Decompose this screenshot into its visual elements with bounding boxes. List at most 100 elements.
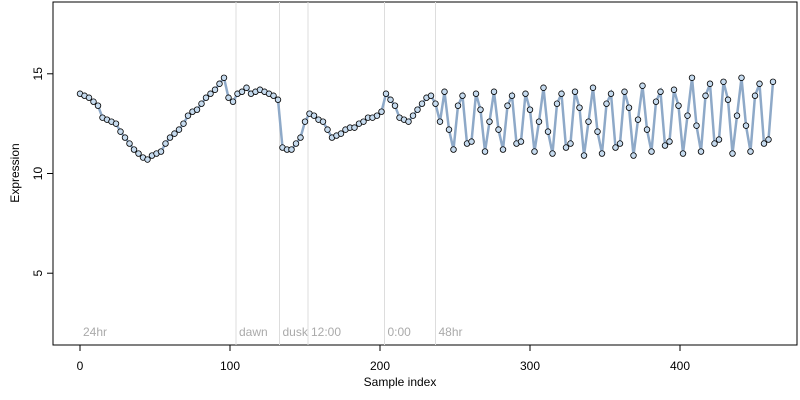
- data-point: [661, 142, 669, 149]
- data-point: [648, 148, 655, 155]
- event-label: 48hr: [439, 325, 463, 339]
- data-point: [616, 140, 624, 147]
- data-point: [229, 98, 237, 105]
- data-point: [603, 100, 610, 107]
- data-point: [769, 78, 777, 85]
- data-point: [450, 146, 457, 153]
- data-point: [418, 100, 426, 107]
- data-point: [702, 92, 709, 99]
- data-point: [319, 118, 327, 125]
- data-point: [432, 100, 439, 107]
- data-point: [180, 120, 187, 127]
- data-point: [171, 130, 178, 137]
- data-point: [135, 150, 142, 157]
- data-point: [207, 90, 214, 97]
- data-point: [270, 92, 277, 99]
- data-point: [657, 88, 664, 95]
- data-point: [301, 118, 309, 125]
- data-point: [684, 112, 691, 119]
- data-point: [459, 92, 466, 99]
- data-point: [765, 136, 772, 143]
- data-point: [747, 148, 754, 155]
- event-label: 12:00: [311, 325, 341, 339]
- data-point: [706, 80, 714, 87]
- data-point: [391, 102, 399, 109]
- data-point: [580, 152, 588, 159]
- y-tick-label: 10: [31, 167, 45, 181]
- data-point: [292, 140, 300, 147]
- data-point: [670, 86, 678, 93]
- plot-frame: [52, 1, 798, 346]
- data-point: [589, 84, 597, 91]
- data-point: [378, 108, 385, 115]
- data-point: [751, 92, 759, 99]
- data-point: [243, 84, 250, 91]
- data-point: [544, 128, 552, 135]
- data-point: [693, 122, 700, 129]
- data-point: [481, 148, 489, 155]
- data-point: [675, 102, 682, 109]
- event-label: 24hr: [83, 325, 107, 339]
- data-point: [337, 130, 345, 137]
- event-label: 0:00: [388, 325, 412, 339]
- data-point: [117, 128, 124, 135]
- data-point: [220, 74, 228, 81]
- data-point: [409, 112, 417, 119]
- data-point: [85, 94, 93, 101]
- data-point: [468, 138, 475, 145]
- data-point: [540, 84, 547, 91]
- data-point: [526, 106, 534, 113]
- data-point: [535, 118, 543, 125]
- data-point: [742, 122, 750, 129]
- data-point: [724, 96, 732, 103]
- x-tick-label: 400: [670, 359, 690, 373]
- data-point: [517, 138, 525, 145]
- data-point: [594, 128, 601, 135]
- data-point: [184, 112, 192, 119]
- data-point: [499, 146, 507, 153]
- data-point: [436, 118, 444, 125]
- data-point: [567, 140, 574, 147]
- data-point: [427, 92, 435, 99]
- event-label: dusk: [283, 325, 309, 339]
- data-point: [166, 134, 174, 141]
- data-point: [621, 88, 628, 95]
- data-point: [711, 140, 718, 147]
- data-point: [634, 116, 642, 123]
- x-tick-label: 200: [370, 359, 390, 373]
- data-point: [445, 126, 453, 133]
- trend-line: [79, 74, 775, 162]
- data-point: [558, 90, 565, 97]
- x-tick-label: 100: [220, 359, 240, 373]
- data-point: [225, 94, 232, 101]
- data-point: [639, 82, 646, 89]
- data-point: [630, 152, 637, 159]
- data-point: [666, 138, 673, 145]
- data-point: [274, 96, 282, 103]
- data-point: [324, 126, 331, 133]
- data-point: [157, 148, 165, 155]
- data-point: [688, 74, 696, 81]
- data-point: [486, 118, 493, 125]
- data-point: [216, 80, 223, 87]
- data-point: [351, 124, 358, 131]
- data-point: [733, 112, 741, 119]
- data-point: [571, 88, 579, 95]
- data-point: [310, 112, 318, 119]
- x-tick-label: 300: [520, 359, 540, 373]
- data-point: [405, 118, 412, 125]
- data-point: [90, 98, 97, 105]
- data-point: [504, 102, 511, 109]
- data-point: [652, 98, 660, 105]
- data-point: [382, 90, 390, 97]
- data-point: [760, 140, 768, 147]
- data-point: [175, 126, 183, 133]
- data-point: [454, 102, 462, 109]
- y-tick-label: 5: [31, 270, 45, 277]
- data-point: [211, 86, 219, 93]
- data-point: [126, 140, 133, 147]
- data-point: [679, 150, 687, 157]
- data-point: [522, 90, 529, 97]
- data-point: [598, 150, 606, 157]
